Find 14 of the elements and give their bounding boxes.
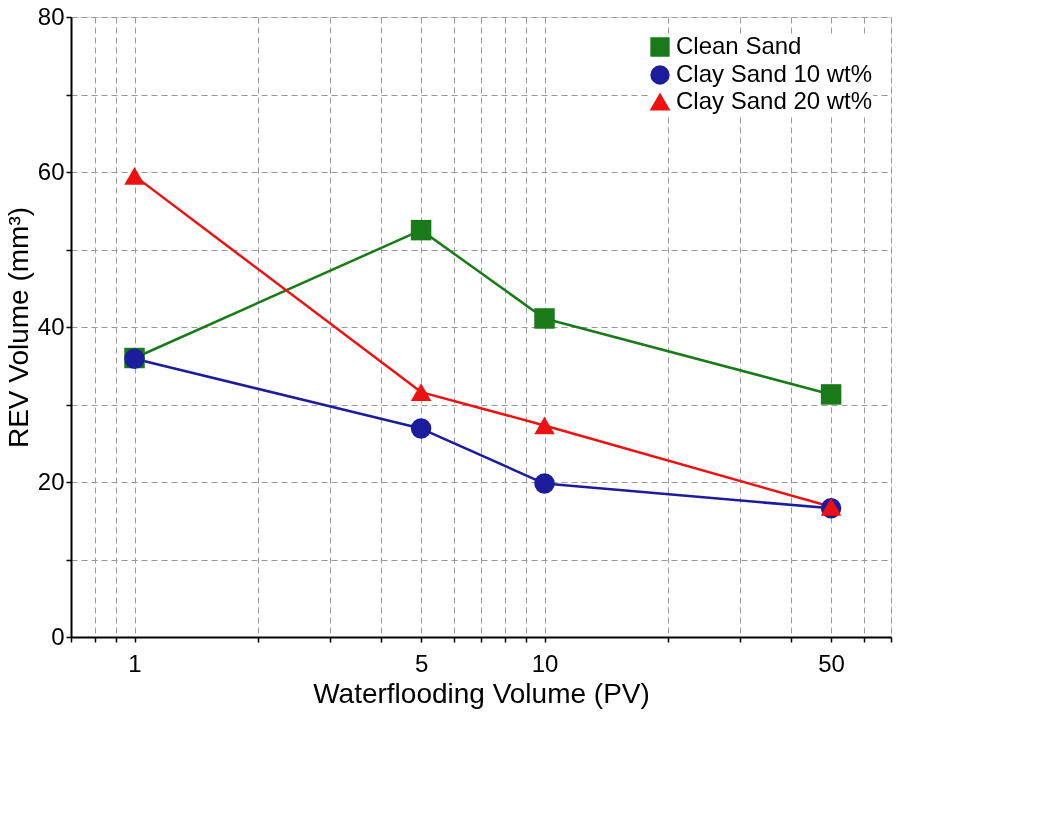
y-tick-label: 0 <box>51 622 65 650</box>
x-axis-title: Waterflooding Volume (PV) <box>313 677 650 709</box>
y-tick-label: 20 <box>37 467 65 495</box>
x-tick-label: 5 <box>414 649 429 677</box>
y-tick-label: 80 <box>37 2 65 30</box>
x-tick-label: 50 <box>818 649 845 677</box>
legend-label: Clay Sand 10 wt% <box>676 60 873 87</box>
y-tick-label: 40 <box>37 312 65 340</box>
y-tick-label: 60 <box>37 157 65 185</box>
legend-label: Clean Sand <box>676 32 802 59</box>
legend-label: Clay Sand 20 wt% <box>676 87 873 114</box>
x-tick-label: 10 <box>531 649 559 677</box>
x-tick-label: 1 <box>128 649 142 677</box>
y-axis-title: REV Volume (mm³) <box>2 206 34 449</box>
